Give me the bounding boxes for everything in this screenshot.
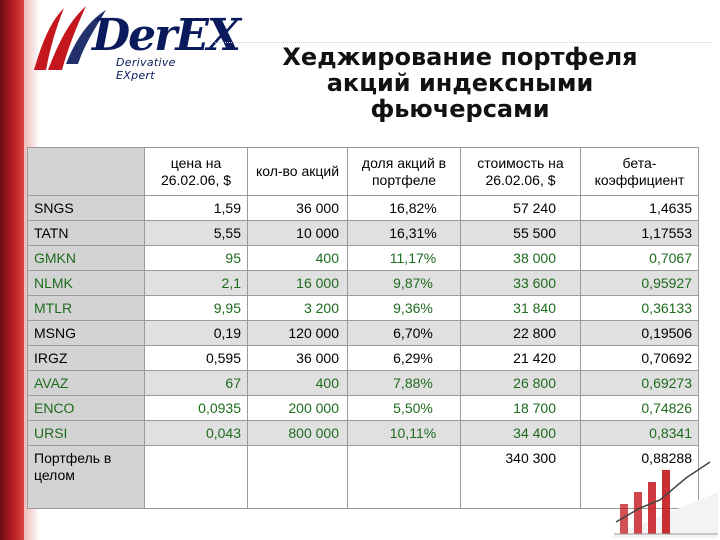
qty-cell: 10 000 — [247, 220, 348, 246]
decorative-bar-chart-icon — [608, 461, 718, 538]
table-row: TATN 5,55 10 000 16,31% 55 500 1,17553 — [27, 220, 699, 246]
beta-cell: 0,36133 — [580, 295, 699, 321]
total-empty-cell — [144, 445, 248, 509]
total-row: Портфель в целом 340 300 0,88288 — [27, 445, 699, 509]
share-cell: 6,70% — [347, 320, 461, 346]
value-cell: 34 400 — [460, 420, 581, 446]
price-cell: 5,55 — [144, 220, 248, 246]
header-share: доля акций в портфеле — [347, 147, 461, 196]
share-cell: 10,11% — [347, 420, 461, 446]
derex-logo: DerEX Derivative EXpert — [30, 4, 241, 84]
total-empty-cell — [347, 445, 461, 509]
table-row: AVAZ 67 400 7,88% 26 800 0,69273 — [27, 370, 699, 396]
share-cell: 11,17% — [347, 245, 461, 271]
beta-cell: 0,19506 — [580, 320, 699, 346]
beta-cell: 1,4635 — [580, 195, 699, 221]
stock-name-cell: URSI — [27, 420, 145, 446]
share-cell: 16,31% — [347, 220, 461, 246]
table-row: MTLR 9,95 3 200 9,36% 31 840 0,36133 — [27, 295, 699, 321]
price-cell: 9,95 — [144, 295, 248, 321]
logo-tagline: Derivative EXpert — [116, 56, 176, 82]
title-line-1: Хеджирование портфеля — [282, 43, 638, 71]
stock-name-cell: ENCO — [27, 395, 145, 421]
value-cell: 57 240 — [460, 195, 581, 221]
share-cell: 9,87% — [347, 270, 461, 296]
value-cell: 18 700 — [460, 395, 581, 421]
price-cell: 0,19 — [144, 320, 248, 346]
total-name-cell: Портфель в целом — [27, 445, 145, 509]
table-row: URSI 0,043 800 000 10,11% 34 400 0,8341 — [27, 420, 699, 446]
price-cell: 0,043 — [144, 420, 248, 446]
table-body: SNGS 1,59 36 000 16,82% 57 240 1,4635 TATN 5,55… — [27, 195, 699, 509]
value-cell: 21 420 — [460, 345, 581, 371]
share-cell: 9,36% — [347, 295, 461, 321]
beta-cell: 1,17553 — [580, 220, 699, 246]
table-row: MSNG 0,19 120 000 6,70% 22 800 0,19506 — [27, 320, 699, 346]
beta-cell: 0,70692 — [580, 345, 699, 371]
qty-cell: 36 000 — [247, 345, 348, 371]
beta-cell: 0,8341 — [580, 420, 699, 446]
share-cell: 6,29% — [347, 345, 461, 371]
total-value-cell: 340 300 — [460, 445, 581, 509]
qty-cell: 400 — [247, 370, 348, 396]
table-header-row: цена на 26.02.06, $ кол-во акций доля ак… — [27, 147, 699, 196]
beta-cell: 0,69273 — [580, 370, 699, 396]
beta-cell: 0,74826 — [580, 395, 699, 421]
logo-swoosh-icon — [34, 6, 106, 70]
title-line-2: акций индексными — [326, 69, 594, 97]
qty-cell: 3 200 — [247, 295, 348, 321]
table-row: NLMK 2,1 16 000 9,87% 33 600 0,95927 — [27, 270, 699, 296]
stock-name-cell: TATN — [27, 220, 145, 246]
table-row: SNGS 1,59 36 000 16,82% 57 240 1,4635 — [27, 195, 699, 221]
price-cell: 95 — [144, 245, 248, 271]
price-cell: 1,59 — [144, 195, 248, 221]
beta-cell: 0,95927 — [580, 270, 699, 296]
portfolio-table: цена на 26.02.06, $ кол-во акций доля ак… — [27, 147, 699, 509]
stock-name-cell: MTLR — [27, 295, 145, 321]
table-row: IRGZ 0,595 36 000 6,29% 21 420 0,70692 — [27, 345, 699, 371]
value-cell: 22 800 — [460, 320, 581, 346]
table-row: ENCO 0,0935 200 000 5,50% 18 700 0,74826 — [27, 395, 699, 421]
header-qty: кол-во акций — [247, 147, 348, 196]
share-cell: 5,50% — [347, 395, 461, 421]
slide-title: Хеджирование портфеля акций индексными ф… — [200, 44, 720, 122]
title-line-3: фьючерсами — [370, 95, 550, 123]
value-cell: 31 840 — [460, 295, 581, 321]
stock-name-cell: IRGZ — [27, 345, 145, 371]
stock-name-cell: AVAZ — [27, 370, 145, 396]
stock-name-cell: NLMK — [27, 270, 145, 296]
beta-cell: 0,7067 — [580, 245, 699, 271]
qty-cell: 400 — [247, 245, 348, 271]
value-cell: 55 500 — [460, 220, 581, 246]
table-row: GMKN 95 400 11,17% 38 000 0,7067 — [27, 245, 699, 271]
left-red-stripe — [0, 0, 24, 540]
stock-name-cell: SNGS — [27, 195, 145, 221]
qty-cell: 16 000 — [247, 270, 348, 296]
price-cell: 2,1 — [144, 270, 248, 296]
stock-name-cell: GMKN — [27, 245, 145, 271]
top-dotted-rule — [215, 42, 712, 43]
qty-cell: 200 000 — [247, 395, 348, 421]
price-cell: 67 — [144, 370, 248, 396]
share-cell: 16,82% — [347, 195, 461, 221]
qty-cell: 800 000 — [247, 420, 348, 446]
header-value: стоимость на 26.02.06, $ — [460, 147, 581, 196]
logo-brand: DerEX — [92, 10, 241, 61]
header-beta: бета-коэффициент — [580, 147, 699, 196]
qty-cell: 120 000 — [247, 320, 348, 346]
value-cell: 33 600 — [460, 270, 581, 296]
price-cell: 0,0935 — [144, 395, 248, 421]
price-cell: 0,595 — [144, 345, 248, 371]
share-cell: 7,88% — [347, 370, 461, 396]
stock-name-cell: MSNG — [27, 320, 145, 346]
total-empty-cell — [247, 445, 348, 509]
value-cell: 38 000 — [460, 245, 581, 271]
value-cell: 26 800 — [460, 370, 581, 396]
header-price: цена на 26.02.06, $ — [144, 147, 248, 196]
qty-cell: 36 000 — [247, 195, 348, 221]
header-corner — [27, 147, 145, 196]
